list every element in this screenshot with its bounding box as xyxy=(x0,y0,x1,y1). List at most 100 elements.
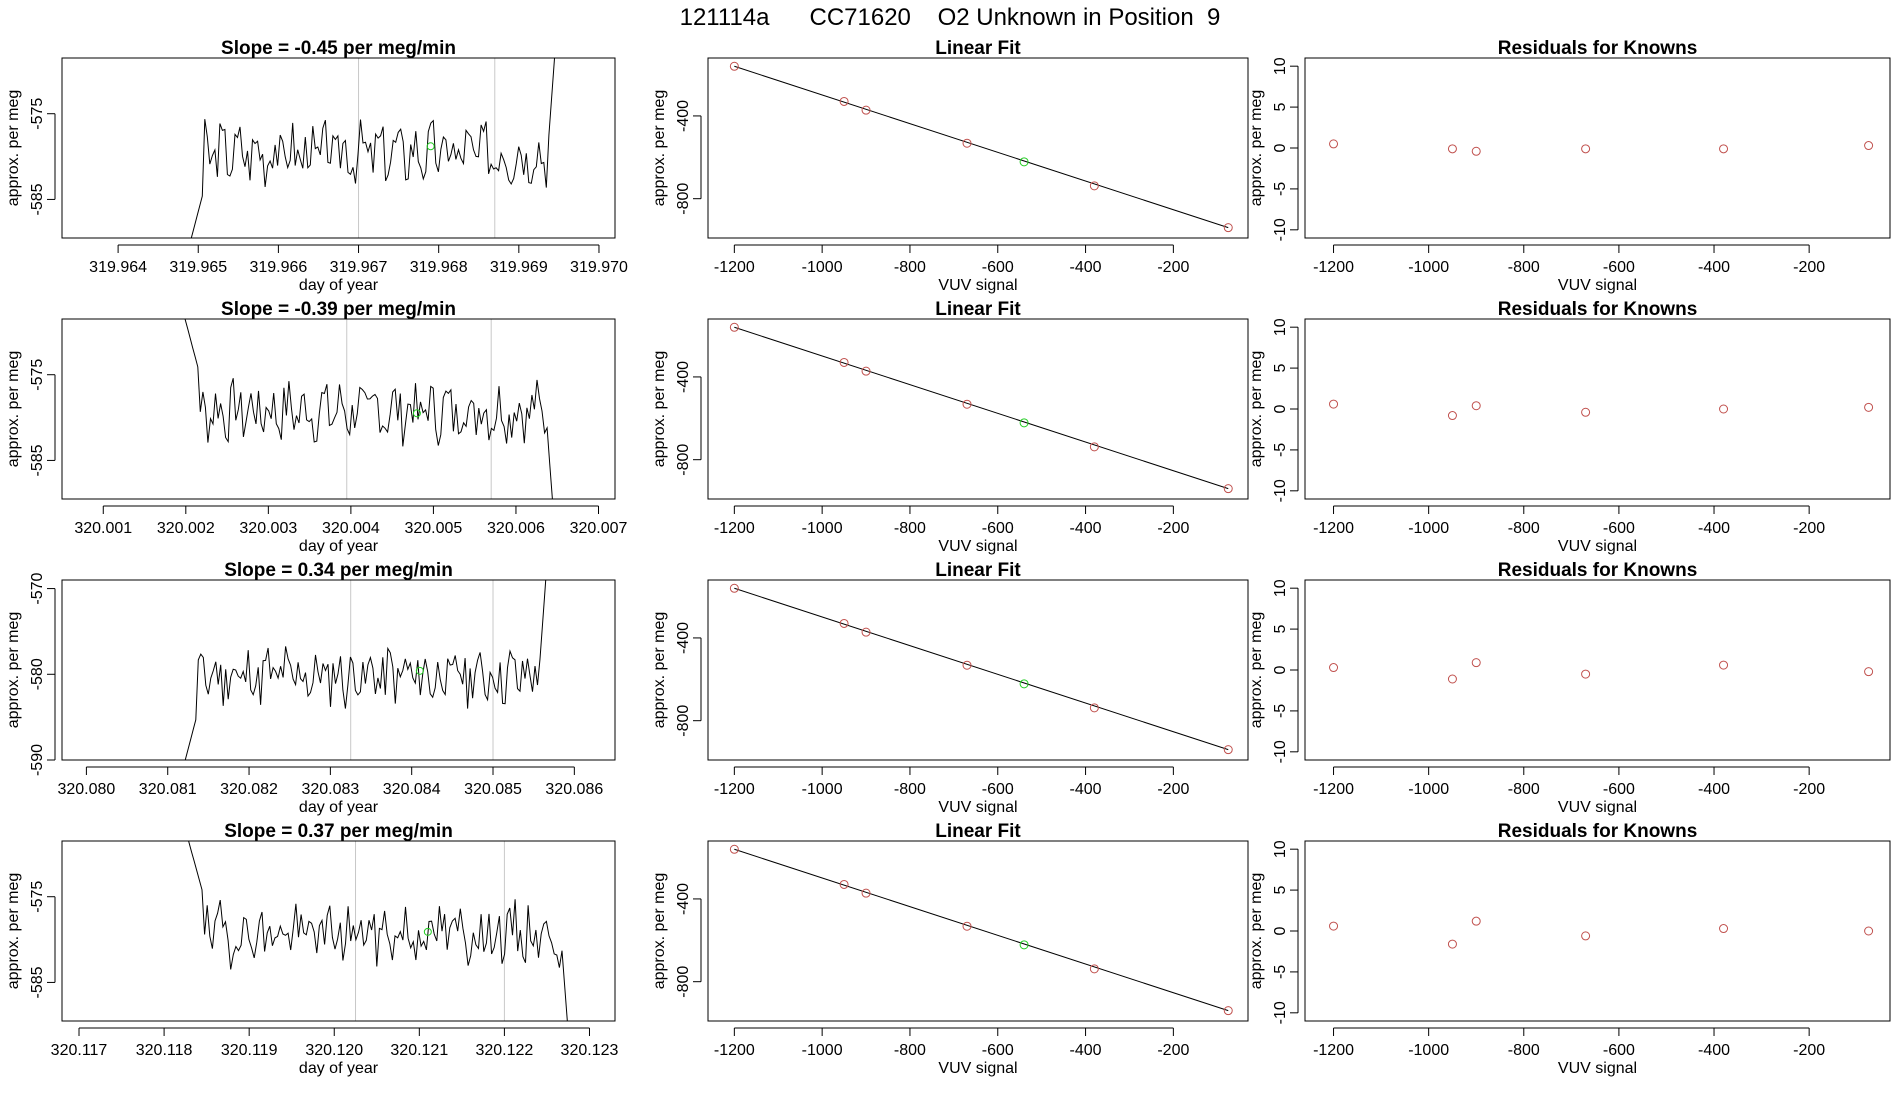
unknown-point xyxy=(426,142,435,151)
x-axis-label: VUV signal xyxy=(938,799,1017,816)
series-line xyxy=(188,841,568,1021)
y-tick-label: -575 xyxy=(29,359,46,391)
residuals-panel: Residuals for Knowns VUV signal approx. pe… xyxy=(1248,38,1891,294)
y-tick-label: 10 xyxy=(1272,579,1289,597)
y-tick-label: 10 xyxy=(1272,840,1289,858)
fit-line xyxy=(734,848,1229,1012)
residual-point xyxy=(1329,399,1339,409)
panel-grid: Slope = -0.45 per meg/min day of year appr… xyxy=(5,38,1891,1077)
y-axis-label: approx. per meg xyxy=(651,873,668,990)
x-tick-label: 319.965 xyxy=(169,259,227,276)
unknown-point xyxy=(415,666,424,675)
x-tick-label: -200 xyxy=(1793,781,1825,798)
x-tick-label: -200 xyxy=(1157,1042,1189,1059)
residual-point xyxy=(1471,146,1481,156)
x-axis-label: day of year xyxy=(299,1060,379,1077)
x-tick-label: -800 xyxy=(1508,1042,1540,1059)
y-tick-label: 5 xyxy=(1272,625,1289,634)
time-series-panel: Slope = -0.45 per meg/min day of year appr… xyxy=(5,38,628,294)
x-tick-label: -400 xyxy=(1070,781,1102,798)
x-tick-label: -1200 xyxy=(1313,520,1354,537)
y-axis-label: approx. per meg xyxy=(1248,351,1265,468)
residual-point xyxy=(1719,404,1729,414)
x-tick-label: 320.004 xyxy=(322,520,380,537)
residual-point xyxy=(1581,144,1591,154)
panel-title: Residuals for Knowns xyxy=(1498,38,1698,59)
y-tick-label: -400 xyxy=(675,361,692,393)
plot-frame xyxy=(61,318,616,500)
plot-area xyxy=(1329,916,1874,949)
panel-title: Linear Fit xyxy=(935,560,1021,581)
y-tick-label: -10 xyxy=(1272,740,1289,763)
time-series-panel: Slope = 0.37 per meg/min day of year appro… xyxy=(5,821,619,1077)
panel-title: Slope = -0.45 per meg/min xyxy=(221,38,456,59)
x-tick-label: 319.968 xyxy=(410,259,468,276)
x-tick-label: -1000 xyxy=(1408,1042,1449,1059)
y-axis-label: approx. per meg xyxy=(651,612,668,729)
unknown-point xyxy=(1019,940,1029,950)
plot-area xyxy=(1329,658,1874,684)
panel-title: Linear Fit xyxy=(935,299,1021,320)
y-tick-label: -10 xyxy=(1272,1001,1289,1024)
known-point xyxy=(1223,484,1233,494)
y-tick-label: 0 xyxy=(1272,926,1289,935)
known-point xyxy=(962,399,972,409)
known-point xyxy=(1089,181,1099,191)
residual-point xyxy=(1471,401,1481,411)
y-axis-label: approx. per meg xyxy=(1248,90,1265,207)
plot-area xyxy=(1329,139,1874,156)
known-point xyxy=(861,888,871,898)
y-tick-label: -590 xyxy=(29,744,46,776)
y-tick-label: -5 xyxy=(1272,182,1289,196)
unknown-point xyxy=(423,927,432,936)
y-tick-label: -400 xyxy=(675,622,692,654)
x-tick-label: -1200 xyxy=(1313,259,1354,276)
x-tick-label: 320.085 xyxy=(464,781,522,798)
residual-point xyxy=(1447,939,1457,949)
x-tick-label: -1000 xyxy=(1408,781,1449,798)
y-tick-label: -575 xyxy=(29,881,46,913)
x-tick-label: 319.967 xyxy=(330,259,388,276)
x-tick-label: -1200 xyxy=(714,259,755,276)
known-point xyxy=(729,844,739,854)
y-axis-label: approx. per meg xyxy=(651,351,668,468)
x-tick-label: -1000 xyxy=(802,520,843,537)
y-tick-label: -585 xyxy=(29,966,46,998)
residual-point xyxy=(1864,667,1874,677)
x-tick-label: 320.117 xyxy=(51,1042,108,1059)
known-point xyxy=(1223,223,1233,233)
unknown-point xyxy=(1019,157,1029,167)
x-axis-label: VUV signal xyxy=(938,277,1017,294)
known-point xyxy=(839,618,849,628)
x-tick-label: -200 xyxy=(1157,259,1189,276)
series-line xyxy=(190,58,556,238)
x-tick-label: -600 xyxy=(982,1042,1014,1059)
y-tick-label: -10 xyxy=(1272,479,1289,502)
y-axis-label: approx. per meg xyxy=(5,873,22,990)
known-point xyxy=(729,583,739,593)
known-point xyxy=(962,921,972,931)
x-tick-label: -1000 xyxy=(1408,520,1449,537)
residual-point xyxy=(1581,931,1591,941)
x-axis-label: VUV signal xyxy=(1558,277,1637,294)
x-tick-label: 320.123 xyxy=(561,1042,619,1059)
x-tick-label: -600 xyxy=(982,520,1014,537)
y-tick-label: -5 xyxy=(1272,965,1289,979)
x-tick-label: 320.118 xyxy=(136,1042,193,1059)
x-tick-label: -1200 xyxy=(714,520,755,537)
y-tick-label: 5 xyxy=(1272,364,1289,373)
y-tick-label: -400 xyxy=(675,100,692,132)
residual-point xyxy=(1471,916,1481,926)
plot-area xyxy=(729,583,1233,755)
y-tick-label: -400 xyxy=(675,883,692,915)
x-tick-label: -800 xyxy=(894,1042,926,1059)
x-tick-label: -600 xyxy=(1603,1042,1635,1059)
known-point xyxy=(1089,442,1099,452)
residual-point xyxy=(1447,411,1457,421)
linear-fit-panel: Linear Fit VUV signal approx. per meg -1200… xyxy=(651,560,1249,816)
x-tick-label: -1000 xyxy=(802,259,843,276)
fit-line xyxy=(734,326,1229,490)
linear-fit-panel: Linear Fit VUV signal approx. per meg -1200… xyxy=(651,821,1249,1077)
plot-frame xyxy=(707,579,1249,761)
x-tick-label: -1200 xyxy=(714,1042,755,1059)
